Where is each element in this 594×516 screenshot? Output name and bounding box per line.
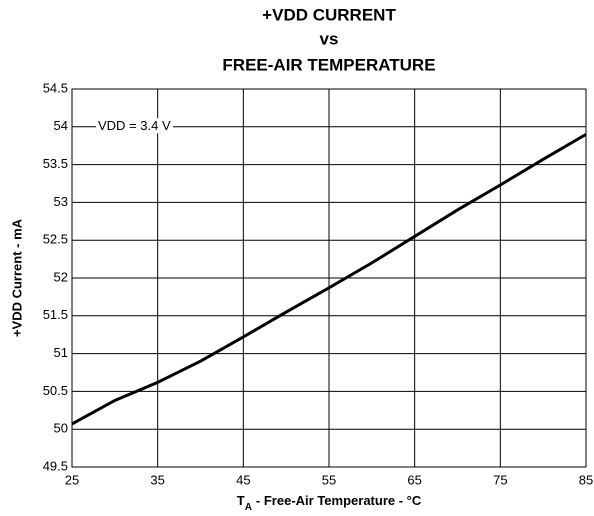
y-tick-label: 54 [54, 118, 68, 133]
chart-title: FREE-AIR TEMPERATURE [222, 55, 435, 74]
x-axis-label-symbol: T [237, 493, 245, 508]
y-tick-label: 51.5 [43, 307, 68, 322]
y-tick-label: 53.5 [43, 156, 68, 171]
x-axis-label-text: - Free-Air Temperature - °C [256, 493, 422, 508]
x-tick-label: 65 [407, 472, 421, 487]
x-tick-label: 75 [493, 472, 507, 487]
x-tick-label: 25 [65, 472, 79, 487]
chart-title: vs [320, 29, 339, 48]
y-tick-label: 51 [54, 345, 68, 360]
y-axis-label: +VDD Current - mA [9, 218, 24, 337]
chart-title: +VDD CURRENT [262, 5, 396, 24]
plot-frame [71, 88, 587, 468]
y-tick-label: 54.5 [43, 80, 68, 95]
x-tick-label: 55 [322, 472, 336, 487]
x-axis-label-subscript: A [245, 502, 252, 513]
y-tick-label: 52 [54, 269, 68, 284]
x-tick-label: 85 [579, 472, 593, 487]
y-tick-label: 52.5 [43, 232, 68, 247]
annotation-background [96, 118, 173, 134]
annotation: VDD = 3.4 V [98, 118, 171, 133]
y-tick-label: 50 [54, 421, 68, 436]
x-tick-label: 35 [150, 472, 164, 487]
data-line [71, 133, 587, 426]
y-tick-label: 50.5 [43, 383, 68, 398]
x-axis-label: TA - Free-Air Temperature - °C [237, 493, 422, 512]
x-tick-label: 45 [236, 472, 250, 487]
y-tick-label: 53 [54, 194, 68, 209]
y-tick-label: 49.5 [43, 458, 68, 473]
